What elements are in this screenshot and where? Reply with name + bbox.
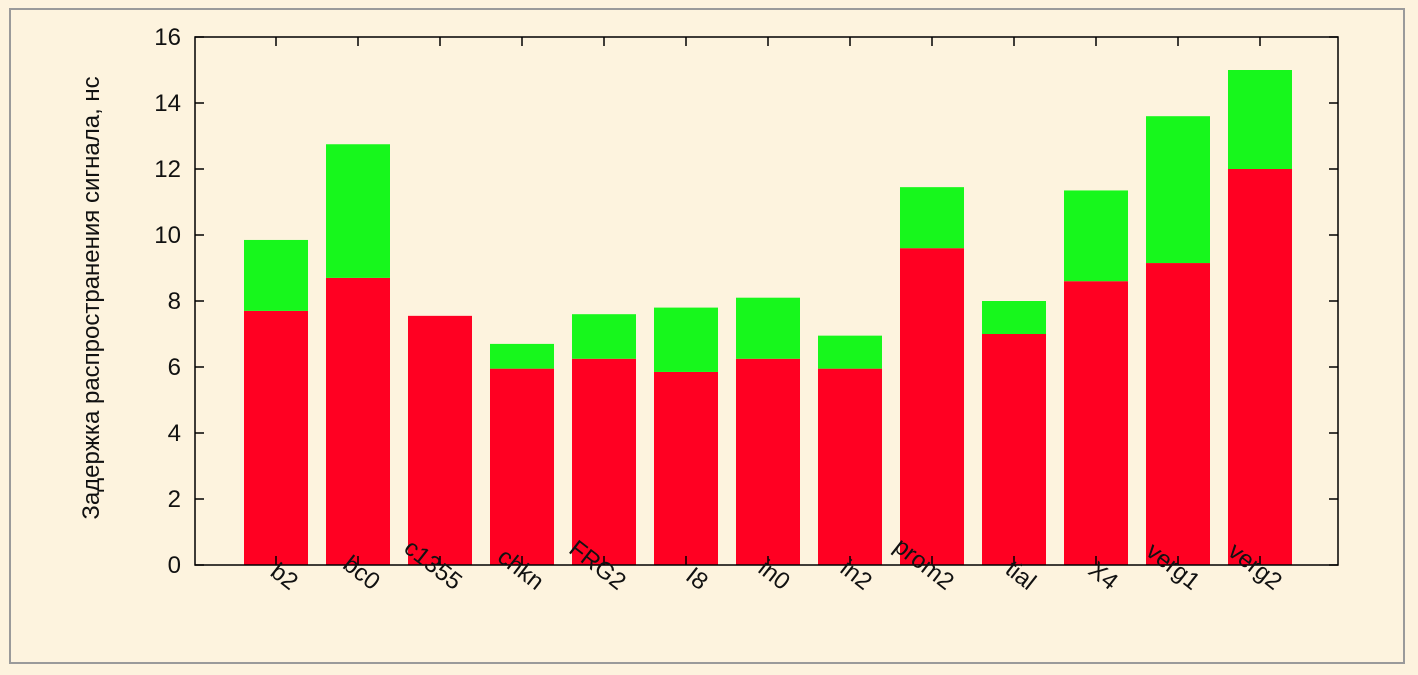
- bar-segment-base-I8: [654, 371, 718, 565]
- bars-group: [244, 70, 1292, 565]
- bar-segment-top-in2: [818, 335, 882, 369]
- bar-segment-top-X4: [1064, 190, 1128, 282]
- bar-segment-base-FRG2: [572, 358, 636, 565]
- y-tick-label: 0: [168, 552, 181, 579]
- y-tick-label: 14: [154, 90, 181, 117]
- bar-segment-top-chkn: [490, 343, 554, 369]
- y-tick-label: 6: [168, 354, 181, 381]
- bar-segment-top-verg2: [1228, 70, 1292, 169]
- bar-segment-base-chkn: [490, 368, 554, 565]
- bar-segment-base-b2: [244, 310, 308, 565]
- bar-segment-base-verg2: [1228, 169, 1292, 565]
- bar-segment-top-I8: [654, 307, 718, 372]
- bar-segment-top-b2: [244, 239, 308, 311]
- y-axis: 0 2 4 6 8 10 12 14 16: [154, 24, 1338, 579]
- x-tick-label: I8: [681, 562, 713, 596]
- bar-segment-top-verg1: [1146, 116, 1210, 264]
- bar-segment-base-bc0: [326, 277, 390, 565]
- y-tick-label: 10: [154, 222, 181, 249]
- y-tick-label: 16: [154, 24, 181, 51]
- bar-segment-top-prom2: [900, 187, 964, 249]
- bar-segment-top-tial: [982, 301, 1046, 334]
- bar-segment-base-verg1: [1146, 263, 1210, 565]
- y-tick-label: 12: [154, 156, 181, 183]
- bar-segment-base-in2: [818, 368, 882, 565]
- y-tick-label: 4: [168, 420, 181, 447]
- bar-segment-base-in0: [736, 358, 800, 565]
- y-tick-label: 8: [168, 288, 181, 315]
- bar-segment-base-X4: [1064, 281, 1128, 565]
- y-axis-title: Задержка распространения сигнала, нс: [78, 76, 105, 519]
- bar-segment-top-FRG2: [572, 314, 636, 359]
- bar-segment-top-bc0: [326, 144, 390, 278]
- y-tick-label: 2: [168, 486, 181, 513]
- bar-segment-base-tial: [982, 334, 1046, 565]
- bar-segment-base-prom2: [900, 248, 964, 565]
- bar-segment-top-in0: [736, 297, 800, 359]
- bar-segment-base-c1355: [408, 315, 472, 565]
